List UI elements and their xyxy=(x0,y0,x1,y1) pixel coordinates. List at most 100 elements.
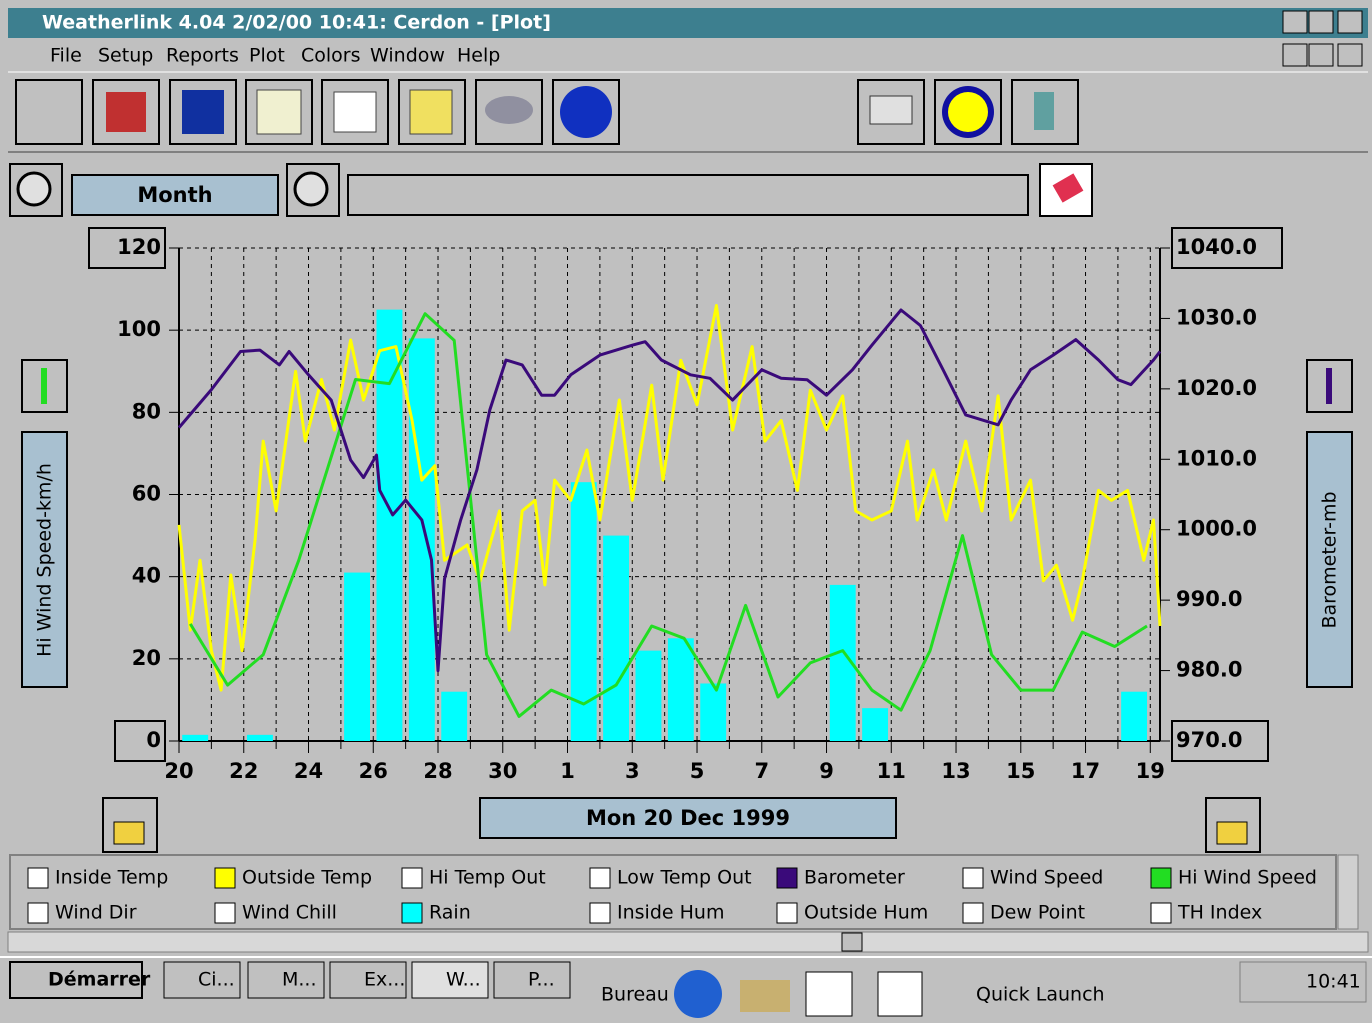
clock: 10:41 xyxy=(1306,971,1361,993)
right-color-button[interactable] xyxy=(1306,359,1353,413)
menu-item[interactable]: Colors xyxy=(301,45,361,67)
y-tick-box xyxy=(88,227,166,269)
status-field xyxy=(347,174,1029,216)
tray xyxy=(1239,961,1367,1003)
task-button[interactable] xyxy=(493,961,571,999)
menu-item[interactable]: Window xyxy=(370,45,445,67)
zoom-out-button[interactable] xyxy=(286,163,340,217)
task-button[interactable] xyxy=(247,961,325,999)
window-title: Weatherlink 4.04 2/02/00 10:41: Cerdon -… xyxy=(42,12,551,34)
x-tick-label: 11 xyxy=(877,759,906,783)
zoom-in-button[interactable] xyxy=(9,163,63,217)
rain-bar xyxy=(182,734,209,741)
y2-tick-label: 980.0 xyxy=(1176,658,1242,682)
legend-label[interactable]: Low Temp Out xyxy=(617,867,752,889)
left-lock-button[interactable] xyxy=(102,797,158,853)
clear-button[interactable] xyxy=(1039,163,1093,217)
horizontal-scrollbar[interactable] xyxy=(7,931,1369,953)
y-axis-title: Hi Wind Speed-km/h xyxy=(34,463,56,657)
x-tick-label: 28 xyxy=(423,759,452,783)
task-label: M... xyxy=(282,969,317,991)
zoom-level: Month xyxy=(137,183,212,207)
quick-icons[interactable] xyxy=(674,970,923,1018)
menu-item[interactable]: File xyxy=(50,45,82,67)
task-button[interactable] xyxy=(329,961,407,999)
x-tick-label: 5 xyxy=(690,759,705,783)
title-bar xyxy=(8,8,1368,38)
menu-item[interactable]: Help xyxy=(457,45,500,67)
legend-checkbox[interactable] xyxy=(27,867,49,889)
legend-label[interactable]: Wind Dir xyxy=(55,902,137,924)
desktop-label: Bureau xyxy=(601,984,669,1006)
legend-checkbox[interactable] xyxy=(1150,867,1172,889)
start-label: Démarrer xyxy=(48,969,151,991)
x-tick-label: 20 xyxy=(164,759,193,783)
y2-axis-title: Barometer-mb xyxy=(1319,491,1341,628)
legend-label[interactable]: TH Index xyxy=(1177,902,1262,924)
legend-scrollbar[interactable] xyxy=(1337,854,1359,930)
y-tick-label: 100 xyxy=(117,317,161,341)
series-line xyxy=(189,312,1148,718)
left-axis-button[interactable] xyxy=(21,431,68,688)
legend-checkbox[interactable] xyxy=(401,867,423,889)
left-color-button[interactable] xyxy=(21,359,68,413)
menu-item[interactable]: Setup xyxy=(98,45,153,67)
zoom-level-button[interactable] xyxy=(71,174,279,216)
rain-bar xyxy=(246,734,273,741)
legend-label[interactable]: Dew Point xyxy=(990,902,1085,924)
rain-bar xyxy=(441,691,468,741)
legend-checkbox[interactable] xyxy=(214,902,236,924)
x-tick-label: 19 xyxy=(1136,759,1165,783)
task-button[interactable] xyxy=(411,961,489,999)
rain-bar xyxy=(862,708,889,741)
legend-checkbox[interactable] xyxy=(214,867,236,889)
y2-tick-label: 1030.0 xyxy=(1176,305,1257,329)
rain-bar xyxy=(1121,691,1148,741)
rain-bar xyxy=(376,309,403,741)
task-buttons: Ci... M... Ex... W... P... xyxy=(163,961,571,999)
x-tick-label: 9 xyxy=(819,759,834,783)
legend-label[interactable]: Rain xyxy=(429,902,471,924)
task-label: W... xyxy=(446,969,481,991)
legend-label[interactable]: Outside Hum xyxy=(804,902,928,924)
rain-bar xyxy=(700,683,727,741)
y2-tick-box xyxy=(1171,227,1283,269)
menu-item[interactable]: Reports xyxy=(166,45,239,67)
y-tick-box xyxy=(114,720,166,762)
legend-label[interactable]: Outside Temp xyxy=(242,867,372,889)
task-label: Ci... xyxy=(198,969,235,991)
menu-item[interactable]: Plot xyxy=(249,45,285,67)
legend-label[interactable]: Wind Chill xyxy=(242,902,337,924)
legend-label[interactable]: Inside Temp xyxy=(55,867,168,889)
y-tick-label: 20 xyxy=(132,646,161,670)
legend-checkbox[interactable] xyxy=(962,867,984,889)
legend-label[interactable]: Hi Wind Speed xyxy=(1178,867,1317,889)
legend-label[interactable]: Wind Speed xyxy=(990,867,1103,889)
date-label: Mon 20 Dec 1999 xyxy=(586,806,790,830)
legend-label[interactable]: Inside Hum xyxy=(617,902,724,924)
y-tick-label: 80 xyxy=(132,399,161,423)
window-buttons[interactable] xyxy=(1282,10,1363,67)
legend-checkbox[interactable] xyxy=(962,902,984,924)
y-tick-label: 40 xyxy=(132,564,161,588)
legend-checkbox[interactable] xyxy=(589,902,611,924)
right-axis-button[interactable] xyxy=(1306,431,1353,688)
legend-checkbox[interactable] xyxy=(589,867,611,889)
right-lock-button[interactable] xyxy=(1205,797,1261,853)
legend: Inside Temp Outside Temp Hi Temp Out Low Te… xyxy=(27,867,1317,924)
scroll-thumb[interactable] xyxy=(841,932,863,952)
legend-label[interactable]: Hi Temp Out xyxy=(429,867,546,889)
y2-tick-label: 1010.0 xyxy=(1176,446,1257,470)
quick-launch-label: Quick Launch xyxy=(976,984,1105,1006)
legend-checkbox[interactable] xyxy=(401,902,423,924)
legend-checkbox[interactable] xyxy=(1150,902,1172,924)
legend-checkbox[interactable] xyxy=(27,902,49,924)
toolbar[interactable] xyxy=(15,79,1079,145)
legend-checkbox[interactable] xyxy=(776,867,798,889)
start-button[interactable] xyxy=(9,961,143,999)
legend-label[interactable]: Barometer xyxy=(804,867,905,889)
legend-checkbox[interactable] xyxy=(776,902,798,924)
task-button[interactable] xyxy=(163,961,241,999)
date-button[interactable] xyxy=(479,797,897,839)
